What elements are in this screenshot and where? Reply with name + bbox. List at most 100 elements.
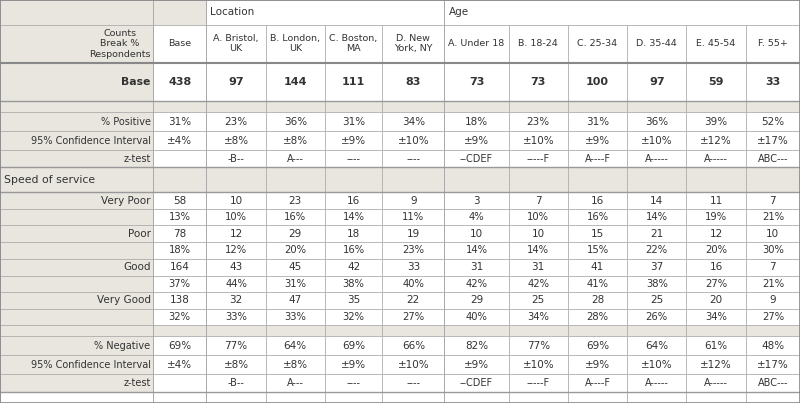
Bar bbox=[325, 337, 382, 355]
Bar bbox=[509, 392, 568, 403]
Bar bbox=[445, 242, 509, 259]
Bar bbox=[509, 276, 568, 292]
Text: ±10%: ±10% bbox=[641, 136, 673, 145]
Text: 27%: 27% bbox=[705, 279, 727, 289]
Bar bbox=[568, 63, 627, 101]
Text: 30%: 30% bbox=[762, 245, 784, 256]
Text: 13%: 13% bbox=[169, 212, 190, 222]
Bar bbox=[0, 309, 153, 325]
Text: 40%: 40% bbox=[466, 312, 487, 322]
Text: A---: A--- bbox=[287, 378, 304, 388]
Bar bbox=[0, 259, 153, 276]
Bar bbox=[325, 131, 382, 150]
Text: -B--: -B-- bbox=[228, 154, 245, 164]
Bar bbox=[0, 225, 153, 242]
Text: ±10%: ±10% bbox=[398, 360, 429, 370]
Text: 22%: 22% bbox=[646, 245, 668, 256]
Bar bbox=[627, 292, 686, 309]
Text: ±9%: ±9% bbox=[464, 360, 489, 370]
Text: 31: 31 bbox=[532, 262, 545, 272]
Text: ±9%: ±9% bbox=[585, 136, 610, 145]
Text: ±4%: ±4% bbox=[167, 136, 192, 145]
Bar bbox=[746, 25, 800, 63]
Text: 45: 45 bbox=[289, 262, 302, 272]
Bar bbox=[445, 209, 509, 225]
Text: ±12%: ±12% bbox=[700, 136, 732, 145]
Bar bbox=[206, 192, 266, 209]
Text: 25: 25 bbox=[532, 295, 545, 305]
Text: ±10%: ±10% bbox=[398, 136, 429, 145]
Bar bbox=[325, 242, 382, 259]
Bar bbox=[382, 242, 445, 259]
Bar bbox=[746, 242, 800, 259]
Bar bbox=[206, 63, 266, 101]
Bar bbox=[627, 259, 686, 276]
Bar bbox=[266, 242, 325, 259]
Bar bbox=[266, 309, 325, 325]
Bar bbox=[0, 392, 153, 403]
Text: Base: Base bbox=[122, 77, 150, 87]
Bar bbox=[568, 150, 627, 167]
Bar bbox=[686, 374, 746, 392]
Bar bbox=[0, 242, 153, 259]
Bar bbox=[509, 292, 568, 309]
Text: 14%: 14% bbox=[342, 212, 365, 222]
Bar bbox=[266, 150, 325, 167]
Bar bbox=[382, 192, 445, 209]
Text: 95% Confidence Interval: 95% Confidence Interval bbox=[30, 136, 150, 145]
Text: 10%: 10% bbox=[527, 212, 550, 222]
Text: 9: 9 bbox=[770, 295, 776, 305]
Bar bbox=[382, 209, 445, 225]
Text: 36%: 36% bbox=[646, 116, 668, 127]
Text: -----F: -----F bbox=[526, 378, 550, 388]
Text: 35: 35 bbox=[347, 295, 360, 305]
Text: ±8%: ±8% bbox=[223, 360, 249, 370]
Bar bbox=[686, 112, 746, 131]
Bar bbox=[206, 225, 266, 242]
Bar bbox=[568, 209, 627, 225]
Text: 44%: 44% bbox=[225, 279, 247, 289]
Bar bbox=[627, 374, 686, 392]
Bar bbox=[627, 276, 686, 292]
Bar bbox=[568, 242, 627, 259]
Text: E. 45-54: E. 45-54 bbox=[697, 39, 736, 48]
Text: 37: 37 bbox=[650, 262, 663, 272]
Text: 111: 111 bbox=[342, 77, 366, 87]
Text: 14%: 14% bbox=[466, 245, 487, 256]
Bar bbox=[746, 276, 800, 292]
Bar bbox=[445, 101, 509, 112]
Text: 97: 97 bbox=[649, 77, 665, 87]
Bar bbox=[153, 225, 206, 242]
Bar bbox=[746, 355, 800, 374]
Bar bbox=[686, 209, 746, 225]
Text: 43: 43 bbox=[230, 262, 242, 272]
Bar bbox=[382, 101, 445, 112]
Bar bbox=[568, 374, 627, 392]
Bar bbox=[568, 325, 627, 337]
Bar bbox=[206, 167, 266, 192]
Text: A-----: A----- bbox=[645, 378, 669, 388]
Text: 52%: 52% bbox=[762, 116, 785, 127]
Text: ±17%: ±17% bbox=[757, 360, 789, 370]
Bar bbox=[0, 131, 153, 150]
Bar bbox=[627, 167, 686, 192]
Bar bbox=[686, 325, 746, 337]
Bar bbox=[266, 225, 325, 242]
Bar bbox=[0, 374, 153, 392]
Bar bbox=[0, 325, 153, 337]
Text: 47: 47 bbox=[289, 295, 302, 305]
Text: 21: 21 bbox=[650, 229, 663, 239]
Bar bbox=[382, 167, 445, 192]
Text: D. 35-44: D. 35-44 bbox=[637, 39, 677, 48]
Bar bbox=[568, 192, 627, 209]
Bar bbox=[445, 259, 509, 276]
Bar bbox=[153, 167, 206, 192]
Bar bbox=[627, 63, 686, 101]
Text: ±9%: ±9% bbox=[341, 360, 366, 370]
Bar bbox=[746, 131, 800, 150]
Text: 10: 10 bbox=[230, 195, 242, 206]
Text: 4%: 4% bbox=[469, 212, 484, 222]
Text: 18: 18 bbox=[347, 229, 360, 239]
Bar bbox=[509, 309, 568, 325]
Bar bbox=[445, 192, 509, 209]
